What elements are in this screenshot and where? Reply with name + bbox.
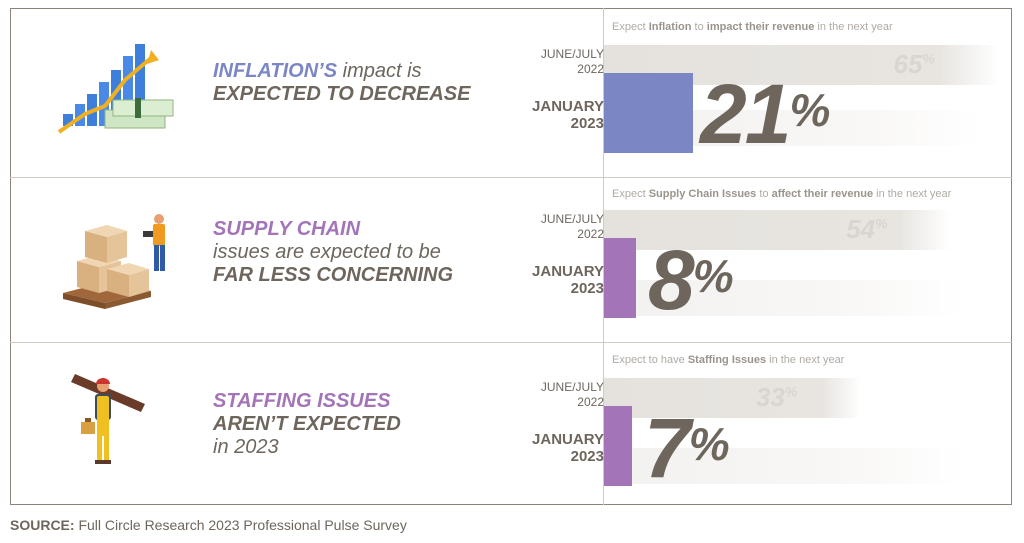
infographic-frame bbox=[10, 8, 1012, 505]
headline-text: in 2023 bbox=[213, 436, 279, 458]
pct-prev-supply-chain: 54% bbox=[846, 214, 888, 244]
label-curr-inflation: JANUARY 2023 bbox=[532, 98, 604, 132]
headline-supply-chain: SUPPLY CHAIN issues are expected to be F… bbox=[213, 218, 513, 287]
subtitle-staffing: Expect to have Staffing Issues in the ne… bbox=[612, 354, 845, 366]
pct-curr-staffing: 7% bbox=[644, 401, 730, 495]
headline-emphasis: AREN’T EXPECTED bbox=[213, 413, 401, 435]
pct-curr-supply-chain: 8% bbox=[648, 233, 734, 327]
bar-curr-staffing bbox=[604, 406, 632, 486]
pct-prev-staffing: 33% bbox=[755, 382, 798, 412]
boxes-worker-icon bbox=[63, 214, 165, 309]
subtitle-supply-chain: Expect Supply Chain Issues to affect the… bbox=[612, 188, 952, 200]
headline-inflation: INFLATION’S impact is EXPECTED TO DECREA… bbox=[213, 60, 513, 106]
row-divider-1 bbox=[10, 177, 1012, 178]
source-credit: SOURCE: Full Circle Research 2023 Profes… bbox=[10, 517, 407, 533]
headline-accent: STAFFING ISSUES bbox=[213, 390, 391, 412]
subtitle-inflation: Expect Inflation to impact their revenue… bbox=[612, 21, 893, 33]
headline-emphasis: EXPECTED TO DECREASE bbox=[213, 83, 471, 105]
label-prev-staffing: JUNE/JULY 2022 bbox=[540, 380, 604, 409]
column-divider bbox=[603, 8, 604, 505]
headline-accent: INFLATION’S bbox=[213, 60, 338, 82]
bar-prev-staffing bbox=[604, 378, 861, 418]
headline-staffing: STAFFING ISSUES AREN’T EXPECTED in 2023 bbox=[213, 390, 513, 459]
pct-curr-inflation: 21% bbox=[700, 67, 830, 161]
bar-shadow bbox=[604, 448, 964, 484]
label-curr-staffing: JANUARY 2023 bbox=[532, 431, 604, 465]
headline-emphasis: FAR LESS CONCERNING bbox=[213, 264, 454, 286]
row-divider-2 bbox=[10, 342, 1012, 343]
bar-shadow bbox=[604, 280, 964, 316]
headline-accent: SUPPLY CHAIN bbox=[213, 218, 361, 240]
bar-curr-inflation bbox=[604, 73, 693, 153]
worker-carrying-beam-icon bbox=[71, 374, 145, 464]
pct-prev-inflation: 65% bbox=[893, 49, 935, 79]
bar-curr-supply-chain bbox=[604, 238, 636, 318]
headline-text: impact is bbox=[337, 60, 422, 82]
inflation-chart-icon bbox=[57, 44, 174, 134]
label-prev-supply-chain: JUNE/JULY 2022 bbox=[540, 212, 604, 241]
label-prev-inflation: JUNE/JULY 2022 bbox=[540, 47, 604, 76]
headline-text: issues are expected to be bbox=[213, 241, 441, 263]
bar-prev-supply-chain bbox=[604, 210, 952, 250]
label-curr-supply-chain: JANUARY 2023 bbox=[532, 263, 604, 297]
